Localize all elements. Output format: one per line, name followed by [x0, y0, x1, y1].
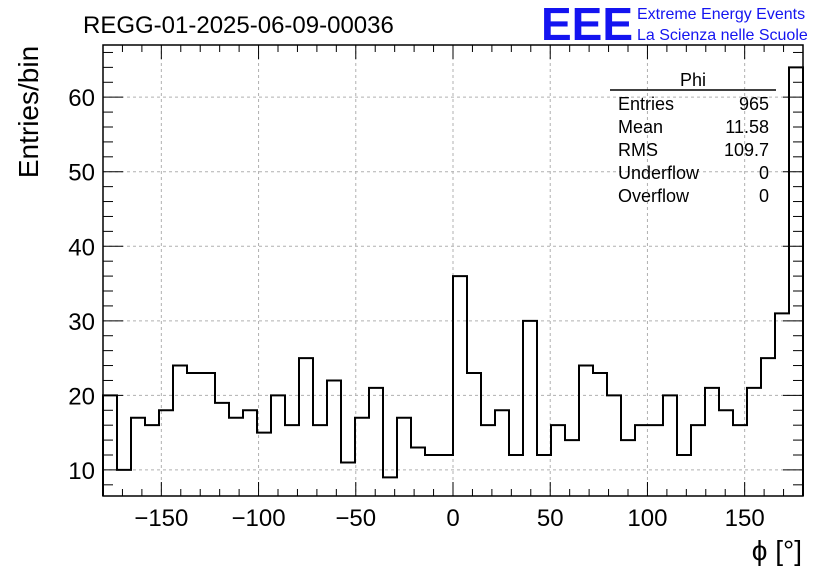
stats-box: Phi Entries 965 Mean 11.58 RMS 109.7 Und…: [610, 70, 776, 206]
y-tick-label: 30: [68, 309, 95, 336]
x-tick-label: 150: [725, 505, 765, 532]
y-tick-label: 20: [68, 383, 95, 410]
eee-logo: EEE Extreme Energy Events La Scienza nel…: [541, 0, 808, 50]
stats-row-overflow: Overflow 0: [618, 186, 769, 206]
axis-ticks: [103, 45, 803, 496]
stats-label: Mean: [618, 117, 663, 137]
y-tick-labels: 10 20 30 40 50 60: [68, 85, 95, 485]
stats-value: 11.58: [725, 117, 769, 137]
stats-label: Entries: [618, 94, 674, 114]
stats-value: 965: [739, 94, 769, 114]
x-tick-label: 0: [446, 505, 459, 532]
stats-label: Underflow: [618, 163, 700, 183]
stats-label: Overflow: [618, 186, 690, 206]
x-tick-label: −100: [232, 505, 286, 532]
stats-row-rms: RMS 109.7: [618, 140, 769, 160]
plot-frame: [102, 44, 804, 497]
histogram-series: [102, 66, 804, 496]
x-tick-label: 50: [537, 505, 564, 532]
stats-value: 0: [759, 163, 769, 183]
y-axis-label: Entries/bin: [13, 46, 44, 178]
x-axis-label: ϕ [°]: [752, 535, 802, 566]
x-tick-labels: −150 −100 −50 0 50 100 150: [134, 505, 764, 532]
logo-line-1: Extreme Energy Events: [637, 6, 805, 23]
stats-title: Phi: [680, 70, 706, 90]
stats-row-mean: Mean 11.58: [618, 117, 769, 137]
y-tick-label: 40: [68, 234, 95, 261]
stats-label: RMS: [618, 140, 658, 160]
y-tick-label: 60: [68, 85, 95, 112]
y-tick-label: 10: [68, 458, 95, 485]
stats-row-entries: Entries 965: [618, 94, 769, 114]
x-tick-label: −50: [335, 505, 376, 532]
chart-title: REGG-01-2025-06-09-00036: [83, 12, 394, 39]
stats-value: 109.7: [724, 140, 769, 160]
stats-row-underflow: Underflow 0: [618, 163, 769, 183]
logo-line-2: La Scienza nelle Scuole: [637, 27, 808, 44]
y-tick-label: 50: [68, 160, 95, 187]
stats-value: 0: [759, 186, 769, 206]
x-tick-label: −150: [134, 505, 188, 532]
x-tick-label: 100: [627, 505, 667, 532]
logo-mark: EEE: [541, 0, 633, 50]
